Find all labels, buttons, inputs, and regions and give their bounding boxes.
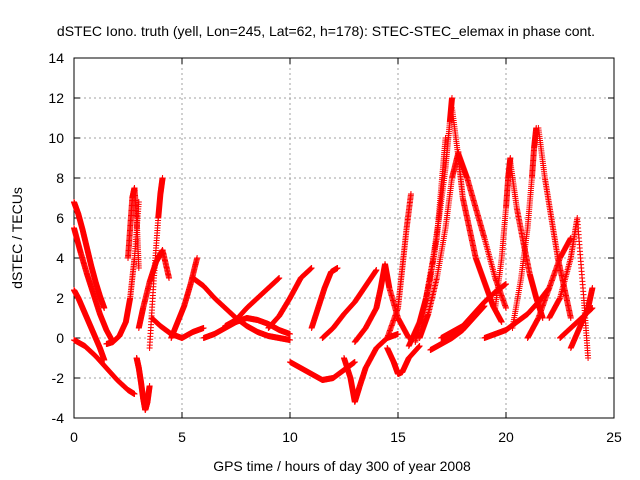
- data-point: [101, 305, 108, 311]
- y-tick-label: 8: [56, 170, 64, 186]
- series-16: [287, 359, 358, 383]
- axis-ticks: 0 5 10 15 20 25 -4 -2 0 2 4 6 8 10 12 14: [48, 50, 622, 445]
- y-tick-label: 4: [56, 250, 64, 266]
- series-1: [71, 199, 108, 311]
- y-tick-label: 14: [48, 50, 64, 66]
- y-tick-label: -4: [52, 410, 65, 426]
- y-tick-label: 0: [56, 330, 64, 346]
- x-tick-label: 5: [178, 429, 186, 445]
- series-6: [125, 185, 142, 271]
- data-point: [146, 383, 153, 389]
- y-tick-label: 6: [56, 210, 64, 226]
- y-tick-label: -2: [52, 370, 65, 386]
- y-tick-label: 2: [56, 290, 64, 306]
- data-points: [71, 95, 596, 413]
- data-point: [308, 265, 315, 271]
- series-14: [222, 275, 283, 329]
- y-tick-label: 10: [48, 130, 64, 146]
- x-tick-label: 15: [390, 429, 406, 445]
- series-9: [146, 175, 166, 351]
- data-point: [135, 265, 142, 271]
- data-point: [200, 325, 207, 331]
- series-12: [189, 275, 293, 343]
- data-point: [166, 275, 173, 281]
- data-point: [159, 175, 166, 181]
- x-tick-label: 25: [606, 429, 622, 445]
- data-point: [194, 255, 201, 261]
- data-point: [276, 275, 283, 281]
- series-7: [133, 355, 153, 413]
- data-point: [287, 331, 293, 337]
- data-point: [287, 337, 293, 343]
- series-11: [168, 255, 201, 341]
- data-point: [131, 391, 138, 397]
- series-15: [265, 265, 315, 331]
- series-3: [71, 287, 108, 363]
- x-tick-label: 0: [70, 429, 78, 445]
- x-tick-label: 20: [498, 429, 514, 445]
- x-tick-label: 10: [282, 429, 298, 445]
- series-4: [71, 337, 138, 397]
- y-tick-label: 12: [48, 90, 64, 106]
- series-2: [71, 225, 116, 345]
- chart-grid: [74, 58, 614, 418]
- series-8: [135, 247, 173, 331]
